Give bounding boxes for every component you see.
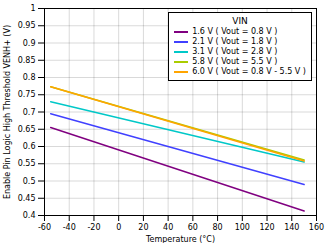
svg-text:1: 1 <box>30 4 35 13</box>
svg-text:0.85: 0.85 <box>18 56 36 65</box>
svg-text:0.75: 0.75 <box>18 90 36 99</box>
svg-text:0.6: 0.6 <box>23 142 36 151</box>
svg-text:20: 20 <box>138 223 148 232</box>
svg-text:-40: -40 <box>63 223 76 232</box>
svg-text:0.9: 0.9 <box>23 39 36 48</box>
svg-text:0.45: 0.45 <box>18 194 36 203</box>
svg-text:0.8: 0.8 <box>23 73 36 82</box>
svg-text:-20: -20 <box>87 223 100 232</box>
svg-text:80: 80 <box>212 223 222 232</box>
svg-text:120: 120 <box>259 223 274 232</box>
html-text:3.1 V ( Vout = 2.8 V ): 3.1 V ( Vout = 2.8 V ) <box>192 47 278 56</box>
svg-text:-60: -60 <box>38 223 51 232</box>
svg-text:140: 140 <box>284 223 299 232</box>
svg-text:0.95: 0.95 <box>18 21 36 30</box>
svg-text:Temperature (°C): Temperature (°C) <box>145 235 215 243</box>
svg-text:0.7: 0.7 <box>23 108 36 117</box>
svg-text:0.4: 0.4 <box>23 211 36 220</box>
svg-text:0: 0 <box>116 223 121 232</box>
svg-text:0.55: 0.55 <box>18 159 36 168</box>
html-text:5.8 V ( Vout = 5.5 V ): 5.8 V ( Vout = 5.5 V ) <box>192 57 278 66</box>
svg-text:60: 60 <box>188 223 198 232</box>
html-text:2.1 V ( Vout = 1.8 V ): 2.1 V ( Vout = 1.8 V ) <box>192 37 278 46</box>
svg-text:0.65: 0.65 <box>18 125 36 134</box>
svg-text:40: 40 <box>163 223 173 232</box>
svg-text:0.5: 0.5 <box>23 177 36 186</box>
html-text:1.6 V ( Vout = 0.8 V ): 1.6 V ( Vout = 0.8 V ) <box>192 27 278 36</box>
html-text:VIN: VIN <box>232 16 248 26</box>
html-text:6.0 V ( Vout = 0.8 V - 5.5 V ): 6.0 V ( Vout = 0.8 V - 5.5 V ) <box>192 67 306 76</box>
svg-text:100: 100 <box>235 223 250 232</box>
svg-text:Enable Pin Logic High Threshol: Enable Pin Logic High Threshold VENH+ (V… <box>3 25 12 199</box>
svg-text:160: 160 <box>309 223 324 232</box>
